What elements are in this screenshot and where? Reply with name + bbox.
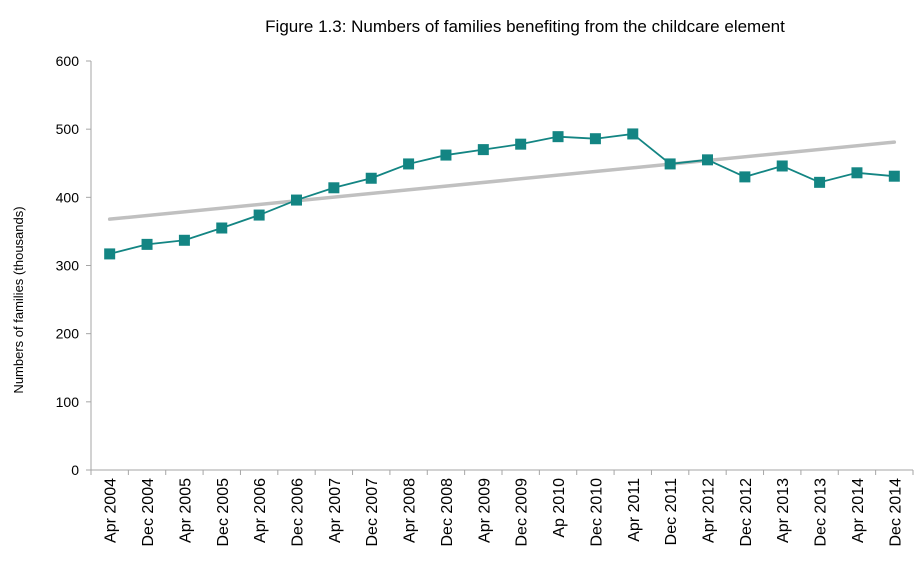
x-tick-label: Dec 2012 (738, 478, 755, 547)
data-point-marker (589, 133, 601, 145)
y-tick-label: 400 (56, 189, 80, 205)
data-point-marker (851, 167, 863, 179)
x-tick-label: Dec 2005 (215, 478, 232, 547)
x-tick-label: Apr 2004 (103, 478, 120, 543)
y-tick-label: 0 (71, 462, 79, 478)
data-point-marker (141, 238, 153, 250)
data-point-marker (216, 222, 228, 234)
x-tick-label: Apr 2005 (177, 478, 194, 543)
data-point-marker (328, 182, 340, 194)
x-tick-label: Apr 2008 (402, 478, 419, 543)
data-point-marker (739, 171, 751, 183)
x-tick-label: Dec 2006 (290, 478, 307, 547)
x-tick-label: Ap 2010 (551, 478, 568, 538)
series-group (104, 128, 900, 260)
chart-title: Figure 1.3: Numbers of families benefiti… (265, 17, 785, 36)
x-tick-labels: Apr 2004 Dec 2004 Apr 2005 Dec 2005 Apr 2006… (103, 478, 905, 547)
data-point-marker (104, 248, 116, 260)
y-tick-label: 500 (56, 121, 80, 137)
data-point-marker (291, 194, 302, 206)
x-tick-label: Apr 2011 (626, 478, 643, 542)
y-tick-label: 300 (56, 258, 80, 274)
y-tick-label: 100 (56, 394, 80, 410)
x-tick-label: Dec 2009 (514, 478, 531, 547)
series-line (109, 132, 895, 255)
x-tick-label: Apr 2009 (476, 478, 493, 543)
y-tick-label: 200 (56, 326, 80, 342)
x-tick-label: Apr 2014 (850, 478, 867, 543)
x-tick-label: Apr 2006 (252, 478, 269, 543)
data-point-marker (814, 176, 826, 188)
x-tick-label: Dec 2013 (813, 478, 830, 547)
x-tick-label: Apr 2007 (327, 478, 344, 543)
data-point-marker (403, 158, 415, 170)
x-tick-label: Dec 2008 (439, 478, 456, 547)
x-tick-label: Dec 2011 (663, 478, 680, 545)
x-tick-label: Dec 2014 (887, 478, 904, 547)
x-tick-label: Apr 2013 (775, 478, 792, 543)
data-point-marker (178, 234, 190, 246)
data-point-marker (888, 170, 900, 182)
x-tick-label: Dec 2010 (588, 478, 605, 547)
axes (86, 60, 914, 475)
x-tick-label: Apr 2012 (701, 478, 718, 543)
data-point-marker (627, 128, 639, 140)
data-point-marker (253, 209, 265, 221)
data-point-marker (477, 144, 489, 156)
x-tick-label: Dec 2004 (140, 478, 157, 547)
data-point-marker (365, 172, 377, 184)
y-tick-labels: 0 100 200 300 400 500 600 (56, 53, 80, 478)
trend-line (107, 140, 897, 221)
data-point-marker (552, 131, 564, 143)
trend-line-group (107, 140, 897, 221)
x-tick-label: Dec 2007 (364, 478, 381, 547)
data-point-marker (515, 138, 527, 150)
y-axis-label: Numbers of families (thousands) (11, 206, 26, 393)
data-point-marker (440, 149, 452, 161)
data-point-marker (776, 160, 788, 172)
data-point-marker (664, 158, 676, 170)
y-tick-label: 600 (56, 53, 80, 69)
data-point-marker (702, 154, 713, 166)
